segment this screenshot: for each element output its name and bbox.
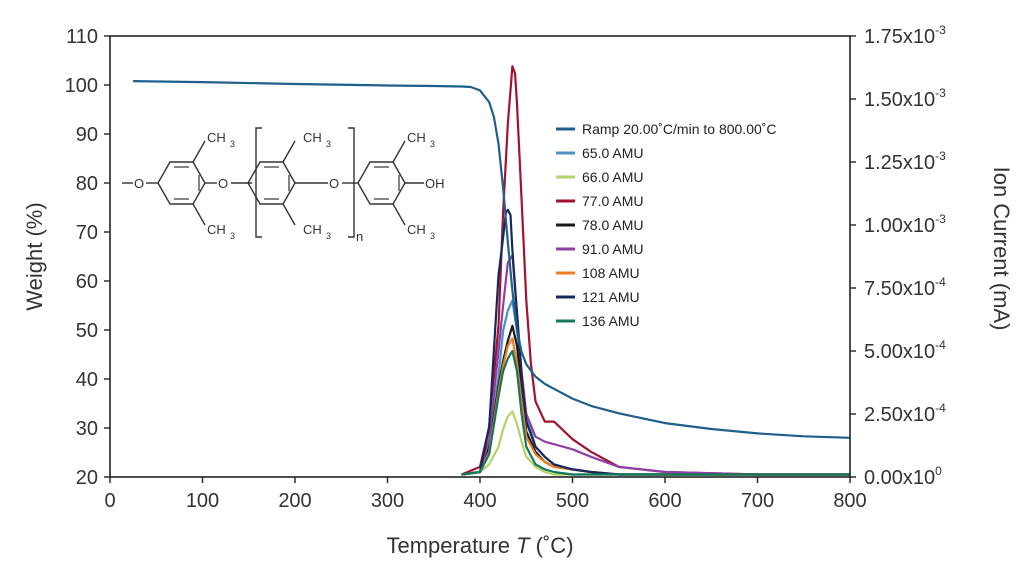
y-right-tick-mantissa: 2.50x10	[864, 404, 935, 426]
axes-layer: 0 100 200 300 400 500 600 700 800203040506070809…	[22, 23, 1014, 558]
x-axis-title: Temperature T (˚C)	[386, 533, 573, 558]
y-left-axis-title: Weight (%)	[22, 202, 47, 310]
y-right-tick-label: 0.00x100	[864, 464, 942, 489]
y-left-tick-label: 20	[76, 467, 98, 489]
structure-o-1: O	[134, 176, 144, 191]
structure-oh: OH	[425, 176, 445, 191]
x-axis-title-text: Temperature	[386, 533, 516, 558]
x-tick-label: 200	[278, 490, 311, 512]
ion-series-line-3	[461, 65, 850, 476]
y-left-tick-label: 90	[76, 124, 98, 146]
structure-ch3-sub-2: 3	[230, 231, 235, 241]
legend-label: 77.0 AMU	[582, 193, 643, 209]
y-right-tick-label: 1.50x10-3	[864, 86, 946, 111]
x-tick-label: 500	[556, 490, 589, 512]
y-right-tick-exponent: -3	[935, 23, 946, 37]
x-tick-label: 100	[186, 490, 219, 512]
structure-ch3-sub-5: 3	[430, 139, 435, 149]
structure-ch3-sub-3: 3	[326, 139, 331, 149]
x-tick-label: 300	[371, 490, 404, 512]
structure-o-3: O	[329, 176, 339, 191]
y-right-tick-exponent: -3	[935, 86, 946, 100]
y-left-tick-label: 70	[76, 222, 98, 244]
y-right-tick-label: 7.50x10-4	[864, 275, 946, 300]
y-right-tick-exponent: 0	[935, 464, 942, 478]
legend-label: 78.0 AMU	[582, 217, 643, 233]
y-left-tick-label: 100	[65, 75, 98, 97]
y-left-tick-label: 60	[76, 271, 98, 293]
ion-series-line-8	[461, 349, 850, 476]
structure-ch3-sub-6: 3	[430, 231, 435, 241]
y-right-tick-label: 5.00x10-4	[864, 338, 946, 363]
x-tick-label: 0	[104, 490, 115, 512]
y-right-tick-mantissa: 1.25x10	[864, 152, 935, 174]
y-right-tick-exponent: -3	[935, 149, 946, 163]
structure-ch3-3: CH	[303, 130, 322, 145]
y-left-tick-label: 110	[66, 26, 98, 48]
structure-ch3-5: CH	[407, 130, 426, 145]
structure-o-2: O	[218, 176, 228, 191]
legend-label: 65.0 AMU	[582, 145, 643, 161]
legend-label: 91.0 AMU	[582, 241, 643, 257]
y-right-axis-title: Ion Current (mA)	[989, 167, 1014, 331]
y-right-tick-exponent: -4	[935, 401, 946, 415]
y-right-tick-mantissa: 1.75x10	[864, 26, 935, 48]
y-right-tick-label: 1.75x10-3	[864, 23, 946, 48]
y-right-tick-mantissa: 1.50x10	[864, 89, 935, 111]
chemical-structure-illustration: O CH 3 CH 3 O CH 3 CH 3 O n	[122, 127, 445, 244]
weight-series-line	[133, 80, 851, 439]
y-right-tick-mantissa: 7.50x10	[864, 278, 935, 300]
structure-ch3-sub-4: 3	[326, 231, 331, 241]
x-tick-label: 800	[833, 490, 866, 512]
plot-frame	[109, 35, 851, 478]
y-right-tick-label: 1.00x10-3	[864, 212, 946, 237]
x-tick-label: 700	[741, 490, 774, 512]
legend-label: Ramp 20.00˚C/min to 800.00˚C	[582, 121, 777, 137]
legend: Ramp 20.00˚C/min to 800.00˚C 65.0 AMU 66.0…	[556, 121, 777, 329]
y-left-tick-label: 80	[76, 173, 98, 195]
legend-label: 66.0 AMU	[582, 169, 643, 185]
y-left-tick-label: 30	[76, 418, 98, 440]
y-right-tick-exponent: -4	[935, 338, 946, 352]
structure-ch3-4: CH	[303, 222, 322, 237]
structure-ch3-1: CH	[207, 130, 226, 145]
structure-n: n	[356, 229, 363, 244]
y-right-tick-mantissa: 5.00x10	[864, 341, 935, 363]
series-layer	[133, 65, 851, 476]
y-right-tick-mantissa: 0.00x10	[864, 467, 935, 489]
y-left-tick-label: 50	[76, 320, 98, 342]
legend-label: 108 AMU	[582, 265, 640, 281]
x-tick-label: 600	[648, 490, 681, 512]
x-axis-title-variable: T	[516, 533, 531, 558]
y-right-tick-label: 1.25x10-3	[864, 149, 946, 174]
x-tick-label: 400	[463, 490, 496, 512]
x-axis-title-unit: (˚C)	[530, 533, 574, 558]
y-right-tick-mantissa: 1.00x10	[864, 215, 935, 237]
structure-ch3-sub-1: 3	[230, 139, 235, 149]
y-left-tick-label: 40	[76, 369, 98, 391]
y-right-tick-exponent: -3	[935, 212, 946, 226]
structure-ch3-2: CH	[207, 222, 226, 237]
legend-label: 121 AMU	[582, 289, 640, 305]
y-right-tick-label: 2.50x10-4	[864, 401, 946, 426]
structure-ch3-6: CH	[407, 222, 426, 237]
y-right-tick-exponent: -4	[935, 275, 946, 289]
legend-label: 136 AMU	[582, 313, 640, 329]
